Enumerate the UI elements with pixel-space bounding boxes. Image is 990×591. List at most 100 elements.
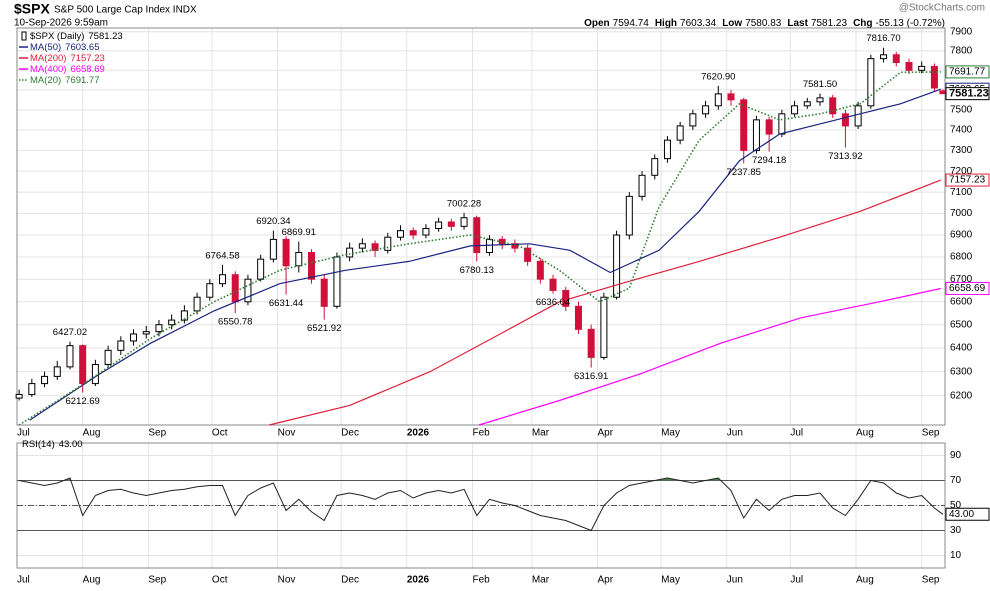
candle-body: [638, 174, 646, 197]
candle-body: [498, 238, 506, 245]
value-tag-label: 6658.69: [949, 283, 986, 294]
candle-body: [409, 230, 417, 236]
candle-body: [231, 274, 239, 303]
legend-value: 7157.23: [70, 53, 104, 64]
candle-body: [880, 54, 888, 60]
index-name: S&P 500 Large Cap Index INDX: [54, 5, 197, 16]
rsi-tick-label: 30: [950, 525, 962, 536]
rsi-overbought-fill: [19, 478, 943, 481]
candle-body: [752, 119, 760, 151]
legend-value: 6658.69: [70, 64, 104, 75]
candle-body: [600, 296, 608, 358]
price-annotation: 7237.85: [727, 167, 761, 178]
x-tick-label: Apr: [598, 575, 614, 586]
timestamp: 10-Sep-2026 9:59am: [14, 18, 108, 29]
x-tick-label: Aug: [83, 428, 101, 439]
price-annotation: 6780.13: [460, 265, 494, 276]
value-tag: [945, 87, 990, 101]
candle-body: [740, 99, 748, 151]
candle-body: [447, 221, 455, 227]
value-tag: [945, 507, 990, 521]
candle-body: [358, 243, 366, 249]
quote: Open 7594.74 High 7603.34 Low 7580.83 Last 7581…: [584, 18, 945, 29]
rsi-name: RSI(14): [22, 439, 55, 450]
y-tick-label: 7400: [950, 125, 973, 136]
candle-body: [168, 319, 176, 326]
candle-body: [613, 234, 621, 298]
candle-body: [422, 228, 430, 236]
legend-entry: $SPX (Daily) 7581.23: [30, 31, 123, 42]
candle-body: [663, 139, 671, 160]
x-tick-label: May: [661, 575, 680, 586]
x-tick-label: Oct: [212, 428, 228, 439]
price-annotation: 7816.70: [866, 33, 900, 44]
price-annotation: 6521.92: [307, 323, 341, 334]
x-tick-label: Jun: [727, 575, 743, 586]
y-tick-label: 6600: [950, 296, 973, 307]
price-annotation: 7002.28: [447, 198, 481, 209]
candle-body: [371, 243, 379, 251]
price-annotation: 7313.92: [828, 151, 862, 162]
legend-entry: MA(400) 6658.69: [30, 64, 105, 75]
x-tick-label: Mar: [532, 428, 550, 439]
candle-body: [829, 97, 837, 115]
legend-entry: MA(200) 7157.23: [30, 53, 105, 64]
candle-body: [142, 331, 150, 335]
candle-body: [104, 349, 112, 365]
price-annotation: 7620.90: [701, 71, 735, 82]
candle-body: [918, 65, 926, 71]
value-tag-label: 7581.23: [949, 88, 989, 100]
candle-body: [587, 328, 595, 358]
candle-body: [15, 393, 23, 399]
candle-body: [308, 252, 316, 280]
legend-name: MA(400): [30, 64, 66, 75]
candle-body: [905, 62, 913, 71]
x-tick-label: Nov: [278, 428, 296, 439]
symbol: $SPX: [14, 1, 50, 17]
candle-body: [155, 324, 163, 333]
legend-name: $SPX (Daily): [30, 31, 84, 42]
candle-body: [549, 278, 557, 291]
price-annotation: 6631.44: [269, 298, 303, 309]
quote-value: -55.13 (-0.72%): [876, 18, 945, 29]
candle-body: [854, 105, 862, 127]
price-annotation: 6212.69: [66, 396, 100, 407]
value-tag-label: 7691.77: [949, 67, 986, 78]
moving-average: [29, 88, 942, 421]
value-tag: [945, 65, 990, 79]
candle-body: [295, 252, 303, 267]
quote-label: Open: [584, 18, 610, 29]
candle-body: [625, 195, 633, 236]
x-tick-label: Feb: [473, 428, 491, 439]
candle-body: [816, 97, 824, 103]
quote-label: Low: [722, 18, 742, 29]
candle-body: [803, 101, 811, 107]
x-tick-label: 2026: [407, 575, 430, 586]
candle-body: [257, 258, 265, 280]
candle-body: [66, 345, 74, 368]
rsi-tick-label: 50: [950, 500, 962, 511]
price-annotation: 6764.58: [205, 250, 239, 261]
candle-body: [282, 238, 290, 267]
y-tick-label: 6700: [950, 274, 973, 285]
x-tick-label: Dec: [341, 428, 359, 439]
x-tick-label: Sep: [922, 575, 940, 586]
candle-body: [219, 274, 227, 285]
legend-name: MA(50): [30, 42, 61, 53]
y-tick-label: 7100: [950, 187, 973, 198]
y-tick-label: 7900: [950, 26, 973, 37]
x-tick-label: Feb: [473, 575, 491, 586]
value-tag-label: 7157.23: [949, 175, 986, 186]
candle-body: [574, 305, 582, 330]
quote-value: 7580.83: [745, 18, 782, 29]
source: @StockCharts.com: [899, 3, 985, 14]
candle-body: [473, 217, 481, 254]
candle-body: [206, 283, 214, 298]
candle-body: [435, 221, 443, 230]
quote-value: 7581.23: [811, 18, 848, 29]
price-annotation: 6920.34: [256, 216, 290, 227]
candle-body: [244, 278, 252, 303]
price-annotation: 6427.02: [53, 327, 87, 338]
candle-body: [117, 340, 125, 351]
